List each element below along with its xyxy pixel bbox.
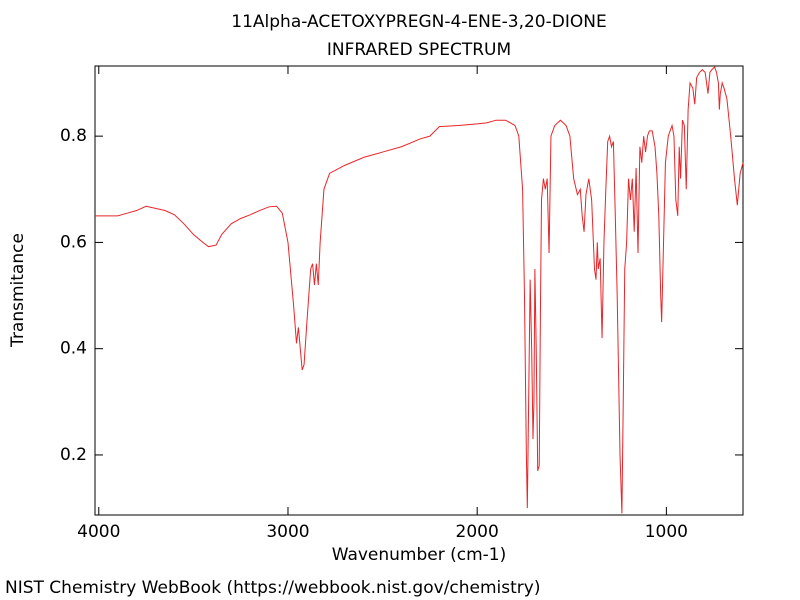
plot-frame: [94, 65, 744, 516]
y-axis-label: Transmitance: [8, 233, 28, 348]
footer: NIST Chemistry WebBook (https://webbook.…: [5, 578, 540, 598]
chart-title: 11Alpha-ACETOXYPREGN-4-ENE-3,20-DIONE: [231, 12, 606, 32]
y-tick-label: 0.6: [60, 232, 87, 252]
chart-subtitle: INFRARED SPECTRUM: [327, 40, 511, 60]
y-tick-label: 0.4: [60, 339, 87, 359]
y-tick-label: 0.8: [60, 126, 87, 146]
x-tick-label: 1000: [645, 522, 688, 542]
x-tick-label: 3000: [266, 522, 309, 542]
y-tick-label: 0.2: [60, 445, 87, 465]
spectrum-line: [95, 66, 744, 514]
x-tick-label: 4000: [77, 522, 120, 542]
x-axis-label: Wavenumber (cm-1): [332, 545, 507, 565]
x-tick-label: 2000: [456, 522, 499, 542]
